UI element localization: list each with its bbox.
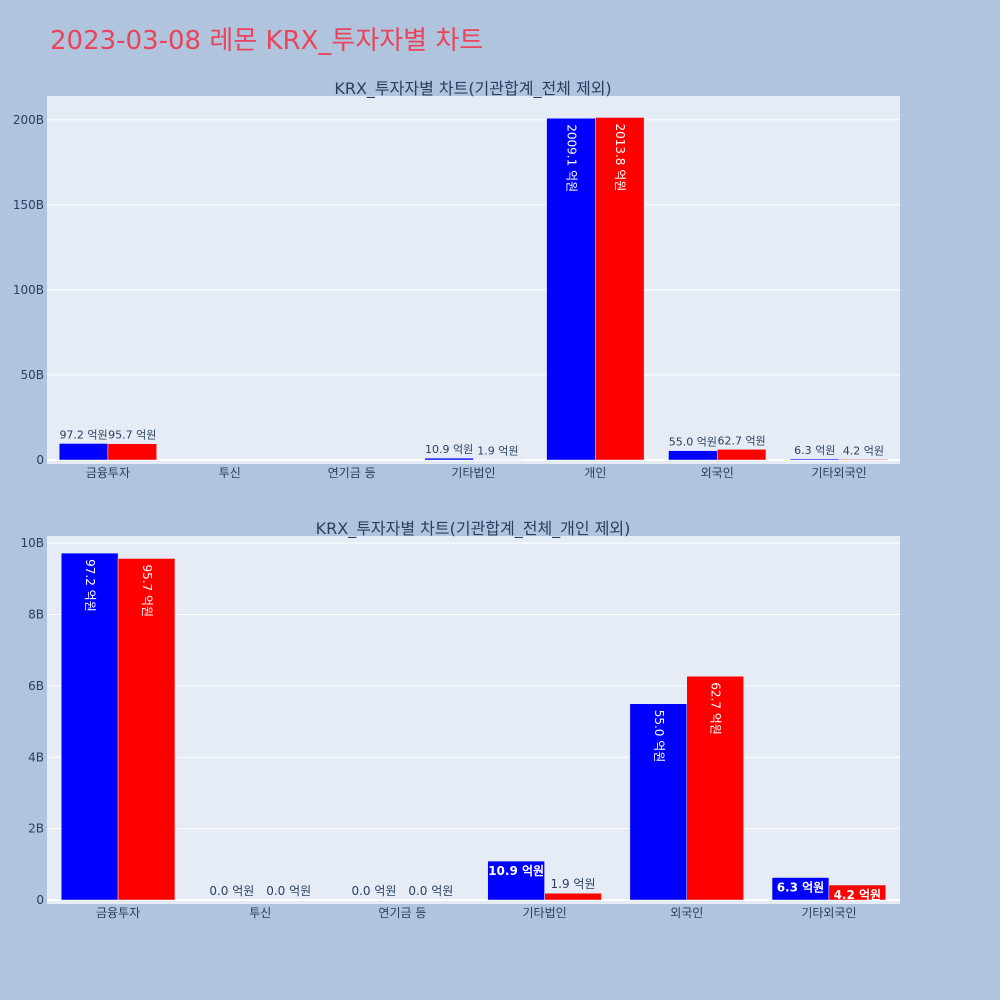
chart-title-top: KRX_투자자별 차트(기관합계_전체 제외): [334, 79, 611, 99]
x-tick-label: 외국인: [701, 466, 734, 480]
x-tick-label: 투신: [249, 906, 271, 920]
page-title: 2023-03-08 레몬 KRX_투자자별 차트: [50, 26, 483, 56]
bar: [58, 443, 109, 461]
x-tick-label: 외국인: [670, 906, 703, 920]
x-tick-label: 연기금 등: [328, 466, 376, 480]
bar-data-label: 1.9 억원: [477, 445, 518, 458]
x-axis-bottom: 금융투자 투신 연기금 등 기타법인 외국인 기타외국인: [96, 906, 857, 920]
bar-data-label: 55.0 억원: [669, 436, 717, 449]
bar-data-label: 4.2 억원: [834, 888, 882, 902]
bar-data-label: 62.7 억원: [717, 434, 765, 447]
bar: [629, 703, 688, 901]
bar-data-label: 0.0 억원: [408, 884, 453, 898]
bar-data-label: 4.2 억원: [843, 444, 884, 457]
bar: [60, 552, 119, 901]
bar-data-label: 95.7 억원: [140, 564, 154, 617]
bar-data-label: 6.3 억원: [794, 444, 835, 457]
bar: [424, 457, 474, 461]
x-tick-label: 투신: [219, 466, 241, 480]
bar-data-label: 62.7 억원: [709, 682, 723, 735]
bar-data-label: 2009.1 억원: [564, 124, 578, 192]
x-tick-label: 기타법인: [451, 466, 495, 480]
grid-bottom: [47, 542, 900, 901]
bar-data-label: 1.9 억원: [551, 877, 596, 891]
x-tick-label: 금융투자: [86, 466, 130, 480]
bar-data-label: 0.0 억원: [351, 884, 396, 898]
x-tick-label: 금융투자: [96, 906, 140, 920]
x-axis-top: 금융투자 투신 연기금 등 기타법인 개인 외국인 기타외국인: [86, 466, 867, 480]
y-tick-label: 150B: [13, 198, 44, 212]
bar: [716, 449, 767, 461]
bar-data-label: 97.2 억원: [59, 428, 107, 441]
bar-data-label: 0.0 억원: [266, 884, 311, 898]
y-tick-label: 100B: [13, 283, 44, 297]
bar-data-label: 6.3 억원: [777, 881, 825, 895]
bar: [595, 117, 645, 461]
y-tick-label: 0: [36, 893, 44, 907]
bar: [117, 558, 176, 901]
chart-title-bottom: KRX_투자자별 차트(기관합계_전체_개인 제외): [316, 519, 631, 539]
y-axis-bottom: 0 2B 4B 6B 8B 10B: [20, 536, 44, 907]
y-tick-label: 6B: [28, 679, 44, 693]
bar-data-label: 2013.8 억원: [613, 123, 627, 191]
bar: [668, 450, 718, 461]
plot-area-bottom: [47, 536, 900, 904]
y-tick-label: 50B: [20, 368, 44, 382]
bar: [686, 675, 744, 901]
plot-area-top: [47, 96, 900, 464]
y-tick-label: 4B: [28, 750, 44, 764]
chart-top: 97.2 억원 95.7 억원 10.9 억원 1.9 억원 2009.1 억원 2013…: [13, 79, 900, 480]
y-tick-label: 2B: [28, 822, 44, 836]
y-tick-label: 10B: [20, 536, 44, 550]
bar: [544, 892, 602, 901]
y-tick-label: 8B: [28, 608, 44, 622]
bar-data-label: 95.7 억원: [108, 429, 156, 442]
x-tick-label: 개인: [584, 466, 606, 480]
bar: [790, 458, 840, 461]
bar-data-label: 0.0 억원: [209, 884, 254, 898]
bar-data-label: 55.0 억원: [652, 710, 666, 763]
x-tick-label: 기타법인: [522, 906, 566, 920]
bar: [828, 884, 887, 901]
x-tick-label: 기타외국인: [801, 906, 856, 920]
bar-data-label: 10.9 억원: [425, 443, 473, 456]
bar: [838, 459, 889, 461]
y-tick-label: 200B: [13, 113, 44, 127]
bars-top: 97.2 억원 95.7 억원 10.9 억원 1.9 억원 2009.1 억원 2013…: [58, 117, 889, 461]
chart-bottom: 97.2 억원 95.7 억원 0.0 억원 0.0 억원 0.0 억원 0.0 억원 10…: [20, 519, 900, 920]
x-tick-label: 기타외국인: [811, 466, 866, 480]
bars-bottom: 97.2 억원 95.7 억원 0.0 억원 0.0 억원 0.0 억원 0.0 억원 10…: [60, 552, 887, 902]
y-axis-top: 0 50B 100B 150B 200B: [13, 113, 44, 467]
bar: [487, 860, 545, 901]
bar: [107, 443, 157, 461]
y-tick-label: 0: [36, 453, 44, 467]
bar-data-label: 10.9 억원: [488, 864, 544, 878]
x-tick-label: 연기금 등: [378, 906, 426, 920]
bar-data-label: 97.2 억원: [83, 559, 97, 612]
